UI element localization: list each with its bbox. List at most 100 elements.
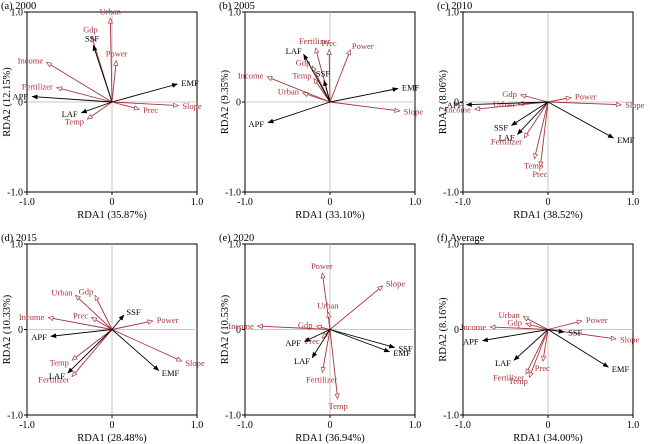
y-tick-label: 1.0: [229, 240, 242, 251]
y-tick-label: -1.0: [443, 411, 459, 422]
response-label-apf: APF: [249, 119, 265, 129]
explanatory-label-power: Power: [311, 261, 333, 271]
x-tick-label: -1.0: [19, 197, 35, 208]
response-vector-laf: [516, 101, 549, 135]
y-tick-label: 0: [18, 325, 23, 336]
y-tick-label: 1.0: [11, 8, 24, 19]
response-vector-emf: [329, 87, 399, 103]
explanatory-label-prec: Prec: [322, 38, 337, 48]
x-tick-label: 1.0: [409, 420, 422, 431]
explanatory-label-gdp: Gdp: [298, 320, 313, 330]
explanatory-vector-slope: [111, 329, 182, 362]
panel-label: (a) 2000: [1, 1, 36, 12]
panel-3: -1.0 0 1.0 1.0 0 -1.0 (c) 2010 RDA1 (38.52%) RDA…: [437, 1, 645, 221]
explanatory-label-income: Income: [18, 55, 44, 65]
x-tick-label: 0: [110, 197, 115, 208]
y-tick-label: -1.0: [7, 188, 23, 199]
y-tick-label: 1.0: [447, 8, 460, 19]
explanatory-vector-income: [48, 318, 113, 330]
y-tick-label: 0: [18, 98, 23, 109]
explanatory-label-slope: Slope: [404, 107, 424, 117]
panel-6: -1.0 0 1.0 1.0 0 -1.0 (f) Average RDA1 (34.00%)…: [437, 233, 640, 444]
x-tick-label: 1.0: [627, 197, 640, 208]
response-vector-laf: [311, 329, 331, 359]
response-vector-apf: [303, 329, 331, 342]
y-tick-label: 0: [454, 325, 459, 336]
x-tick-label: 1.0: [627, 420, 640, 431]
response-label-ssf: SSF: [398, 344, 412, 354]
response-label-laf: LAF: [499, 132, 515, 142]
explanatory-vector-fertilizer: [322, 329, 331, 373]
response-label-emf: EMF: [162, 368, 180, 378]
explanatory-label-temp: Temp: [524, 161, 543, 171]
response-label-apf: APF: [285, 338, 301, 348]
explanatory-label-temp: Temp: [509, 376, 528, 386]
explanatory-vector-prec: [92, 318, 113, 330]
explanatory-label-urban: Urban: [317, 300, 339, 310]
response-label-apf: APF: [31, 332, 47, 342]
panel-label: (f) Average: [437, 233, 485, 244]
panel-label: (d) 2015: [1, 233, 37, 244]
explanatory-vector-temp: [329, 329, 338, 399]
explanatory-label-income: Income: [445, 105, 471, 115]
x-axis-label: RDA1 (33.10%): [295, 210, 365, 221]
y-axis-label: RDA2 (10.53%): [220, 294, 231, 364]
y-tick-label: 0: [236, 98, 241, 109]
explanatory-vector-temp: [529, 329, 549, 378]
response-vector-ssf: [111, 314, 125, 330]
explanatory-label-gdp: Gdp: [296, 57, 311, 67]
explanatory-label-urban: Urban: [278, 87, 300, 97]
explanatory-label-power: Power: [586, 315, 608, 325]
explanatory-label-fertilizer: Fertilizer: [493, 373, 524, 383]
response-vector-ssf: [323, 79, 331, 103]
explanatory-label-prec: Prec: [532, 169, 547, 179]
explanatory-vector-income: [258, 326, 331, 330]
explanatory-vector-urban: [75, 295, 113, 330]
response-label-laf: LAF: [49, 371, 65, 381]
y-axis-label: RDA2 (10.33%): [2, 294, 13, 364]
explanatory-vector-income: [47, 62, 113, 103]
x-axis-label: RDA1 (35.87%): [77, 210, 147, 221]
panel-1: -1.0 0 1.0 1.0 0 -1.0 (a) 2000 RDA1 (35.87%) RDA…: [1, 1, 203, 221]
explanatory-vector-income: [490, 327, 549, 330]
response-vector-emf: [547, 329, 609, 368]
x-axis-label: RDA1 (36.94%): [295, 433, 365, 444]
x-tick-label: -1.0: [237, 197, 253, 208]
explanatory-vector-power: [547, 321, 582, 330]
x-tick-label: 0: [110, 420, 115, 431]
explanatory-label-temp: Temp: [65, 116, 84, 126]
explanatory-vector-temp: [314, 79, 331, 103]
explanatory-vector-slope: [329, 101, 400, 111]
explanatory-label-power: Power: [352, 41, 374, 51]
explanatory-vector-urban: [523, 316, 549, 330]
explanatory-label-gdp: Gdp: [83, 24, 98, 34]
response-vector-laf: [67, 329, 113, 374]
response-label-apf: APF: [447, 100, 463, 110]
response-vector-laf: [513, 329, 549, 361]
response-label-emf: EMF: [617, 135, 635, 145]
y-tick-label: 1.0: [229, 8, 242, 19]
response-label-ssf: SSF: [85, 33, 99, 43]
explanatory-vector-prec: [329, 50, 330, 103]
y-axis-label: RDA2 (8.06%): [438, 69, 449, 134]
response-label-apf: APF: [13, 91, 29, 101]
explanatory-label-fertilizer: Fertilizer: [306, 374, 337, 384]
response-vector-apf: [481, 329, 549, 343]
response-label-emf: EMF: [393, 348, 411, 358]
panel-label: (e) 2020: [219, 233, 254, 244]
x-axis-label: RDA1 (38.52%): [513, 210, 583, 221]
explanatory-label-power: Power: [575, 92, 597, 102]
x-tick-label: 1.0: [409, 197, 422, 208]
explanatory-label-slope: Slope: [620, 334, 640, 344]
response-label-emf: EMF: [402, 83, 420, 93]
explanatory-vector-income: [267, 77, 331, 103]
response-label-laf: LAF: [495, 358, 511, 368]
y-tick-label: 0: [454, 98, 459, 109]
response-vector-ssf: [547, 328, 565, 334]
y-tick-label: -1.0: [7, 411, 23, 422]
explanatory-vector-fertilizer: [525, 329, 549, 374]
response-label-laf: LAF: [294, 356, 310, 366]
explanatory-label-fertilizer: Fertilizer: [299, 36, 330, 46]
explanatory-vector-gdp: [94, 295, 113, 330]
